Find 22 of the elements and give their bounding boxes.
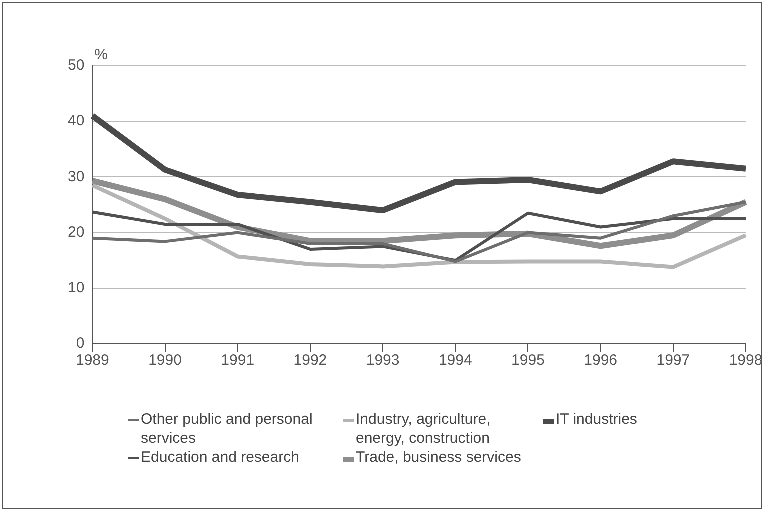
legend-label: Other public and personal services: [141, 410, 314, 448]
x-tick-label: 1993: [366, 352, 400, 370]
y-tick-label: 30: [68, 168, 85, 186]
legend-label: Education and research: [141, 448, 300, 467]
y-axis-title: %: [94, 46, 108, 64]
legend-label: IT industries: [556, 410, 638, 429]
x-tick-label: 1997: [656, 352, 690, 370]
y-tick-label: 10: [68, 280, 85, 297]
x-tick-label: 1998: [729, 352, 763, 370]
x-tick-label: 1996: [584, 352, 618, 370]
x-tick-label: 1992: [294, 352, 328, 370]
x-tick-label: 1989: [76, 352, 110, 370]
y-tick-label: 50: [68, 57, 85, 74]
x-tick-label: 1990: [148, 352, 182, 370]
legend-label: Trade, business services: [356, 448, 522, 467]
y-tick-label: 20: [68, 224, 85, 241]
y-tick-label: 40: [68, 112, 85, 130]
x-tick-label: 1991: [221, 352, 255, 370]
legend-label: Industry, agriculture, energy, construction: [356, 410, 492, 448]
x-tick-label: 1994: [438, 352, 472, 370]
y-tick-label: 0: [76, 335, 85, 352]
x-tick-label: 1995: [512, 352, 545, 370]
